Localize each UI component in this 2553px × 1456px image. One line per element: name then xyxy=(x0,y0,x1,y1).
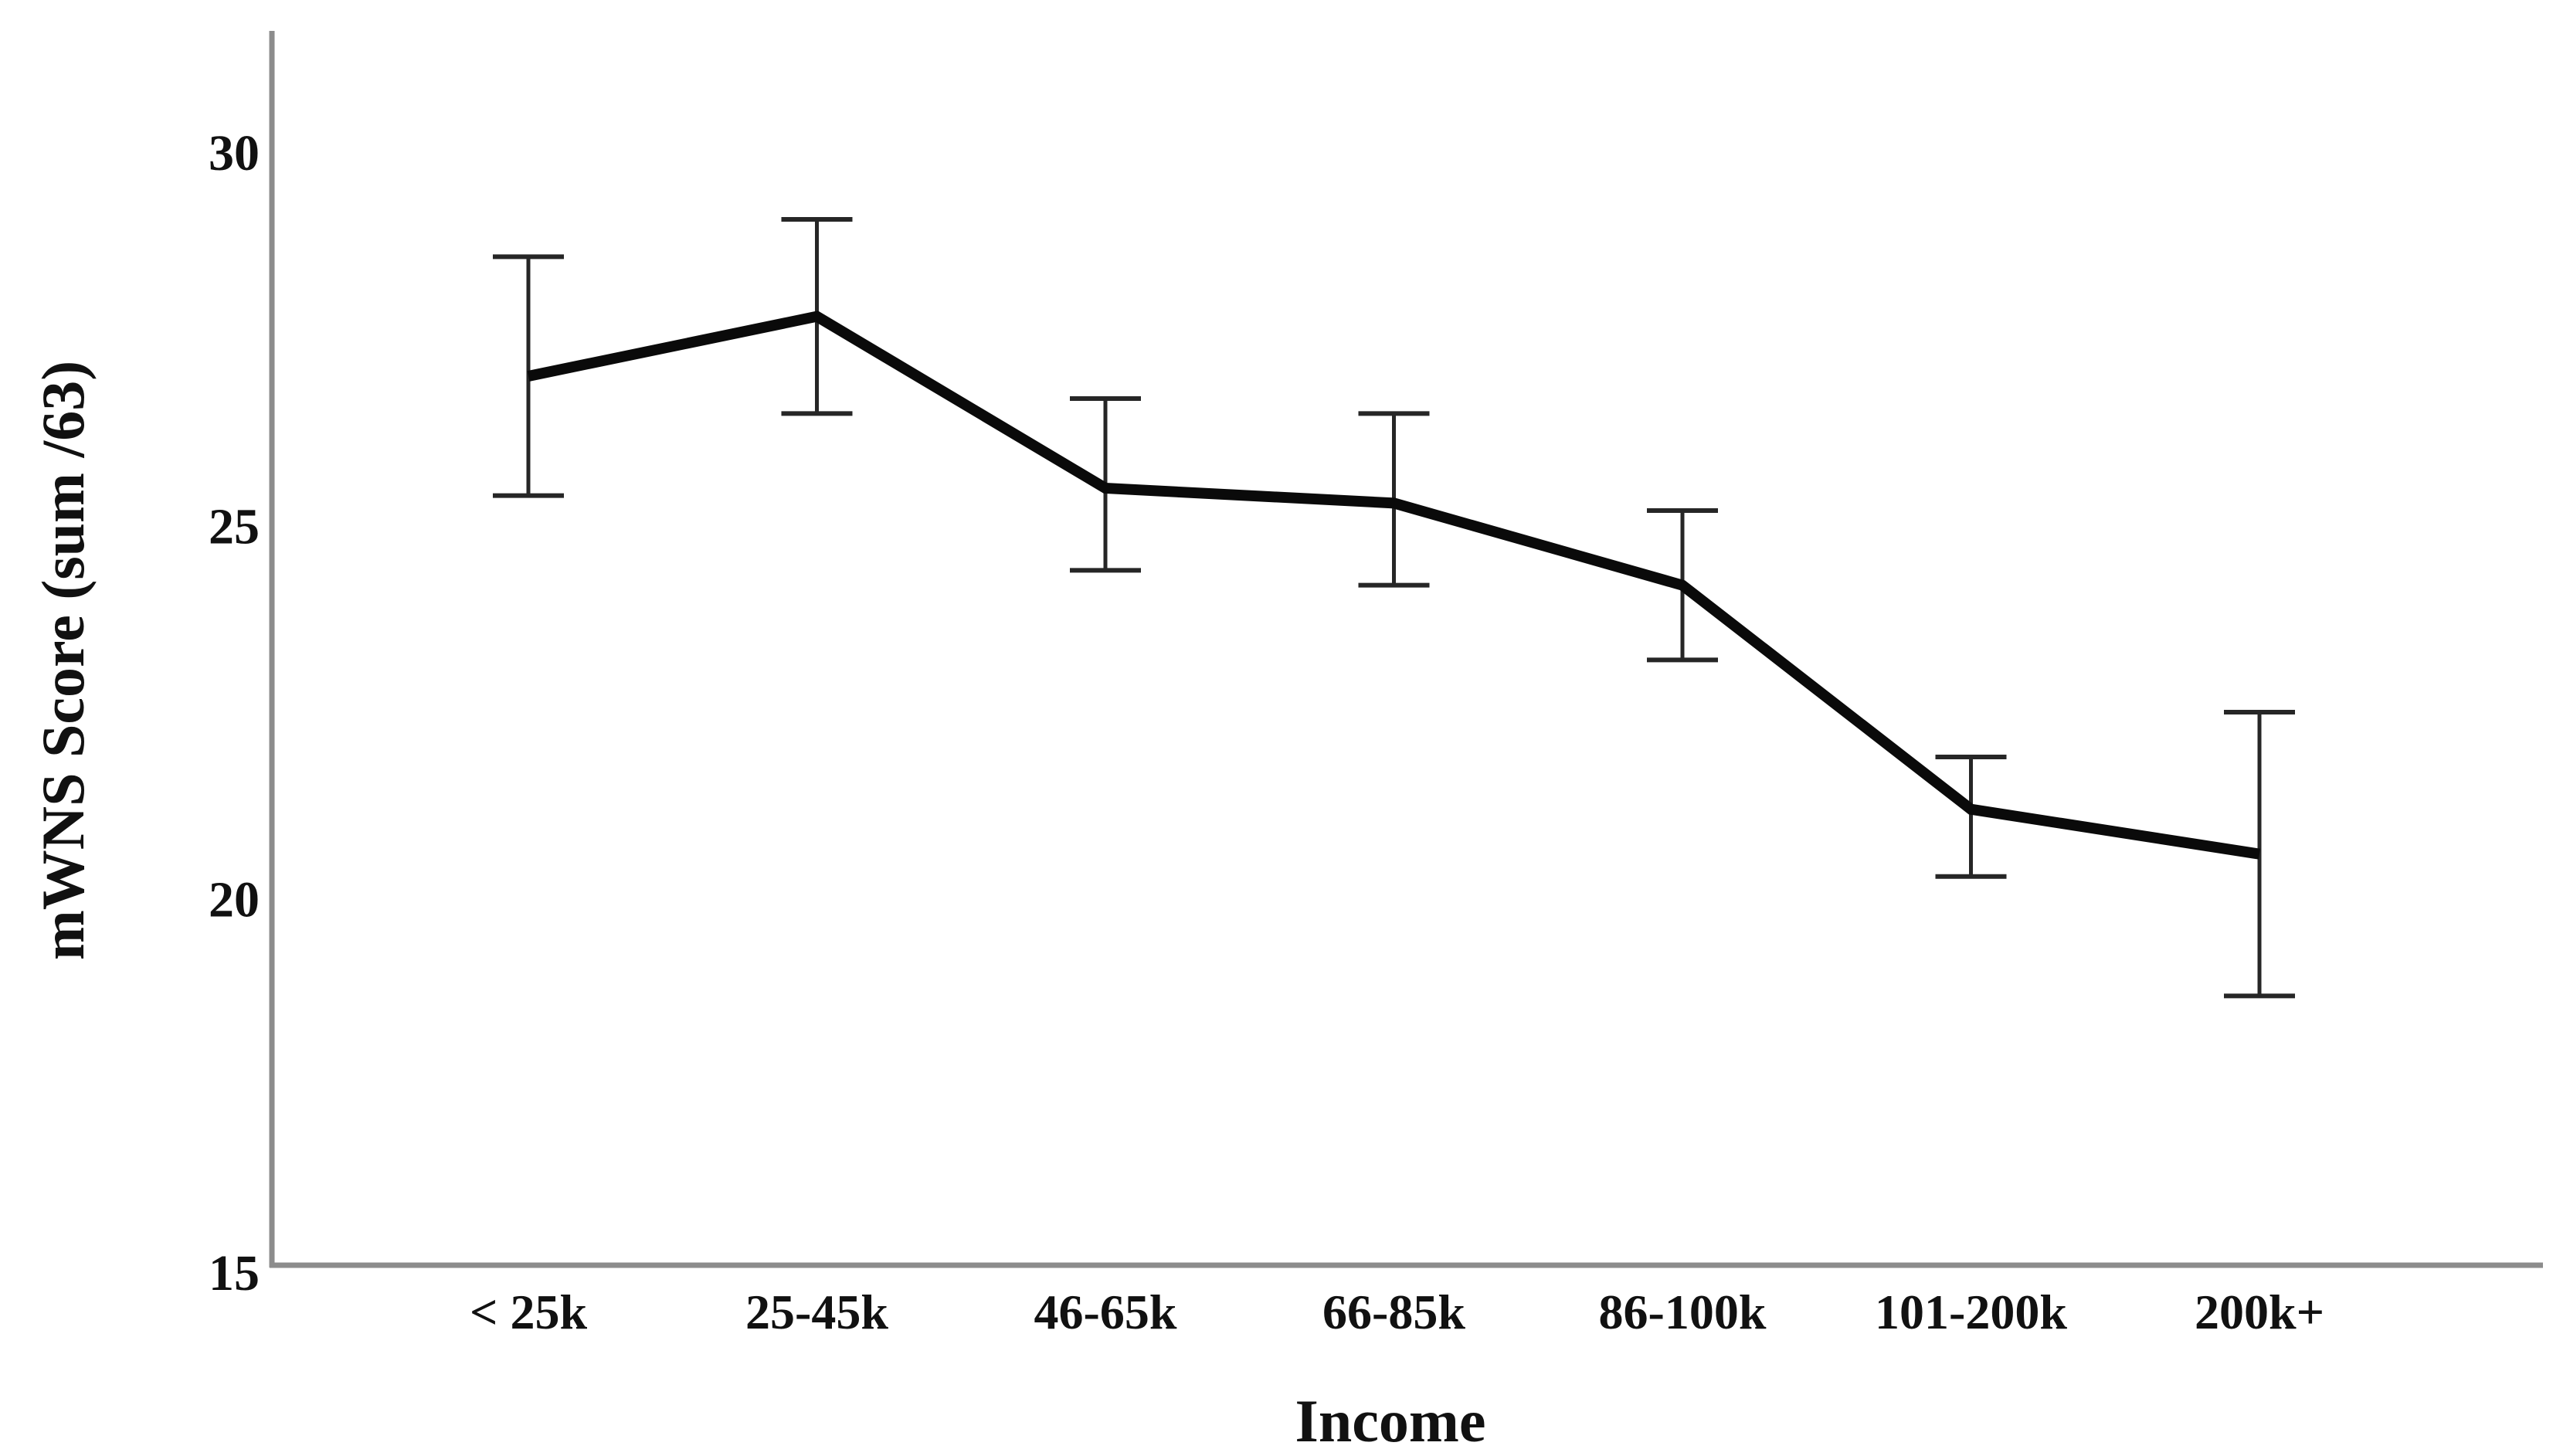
y-tick-label: 15 xyxy=(209,1245,260,1302)
error-bars xyxy=(493,217,2295,999)
y-tick-label: 25 xyxy=(209,498,260,555)
series-line xyxy=(527,311,2261,860)
x-tick-label: 101-200k xyxy=(1875,1285,2067,1339)
axes xyxy=(269,31,2543,1268)
x-tick-label: 200k+ xyxy=(2195,1285,2324,1339)
y-axis-title: mWNS Score (sum /63) xyxy=(29,361,97,960)
x-tick-label: 25-45k xyxy=(745,1285,888,1339)
mean-line xyxy=(527,311,2261,860)
x-tick-label: 46-65k xyxy=(1034,1285,1177,1339)
x-tick-label: 86-100k xyxy=(1599,1285,1767,1339)
y-tick-label: 20 xyxy=(209,872,260,928)
x-axis-tick-labels: < 25k 25-45k 46-65k 66-85k 86-100k 101-200k 20… xyxy=(470,1285,2324,1339)
x-axis-title: Income xyxy=(1295,1387,1486,1454)
y-tick-label: 30 xyxy=(209,125,260,182)
x-tick-label: < 25k xyxy=(470,1285,587,1339)
y-axis-tick-labels: 30 25 20 15 xyxy=(209,125,260,1302)
x-tick-label: 66-85k xyxy=(1322,1285,1465,1339)
